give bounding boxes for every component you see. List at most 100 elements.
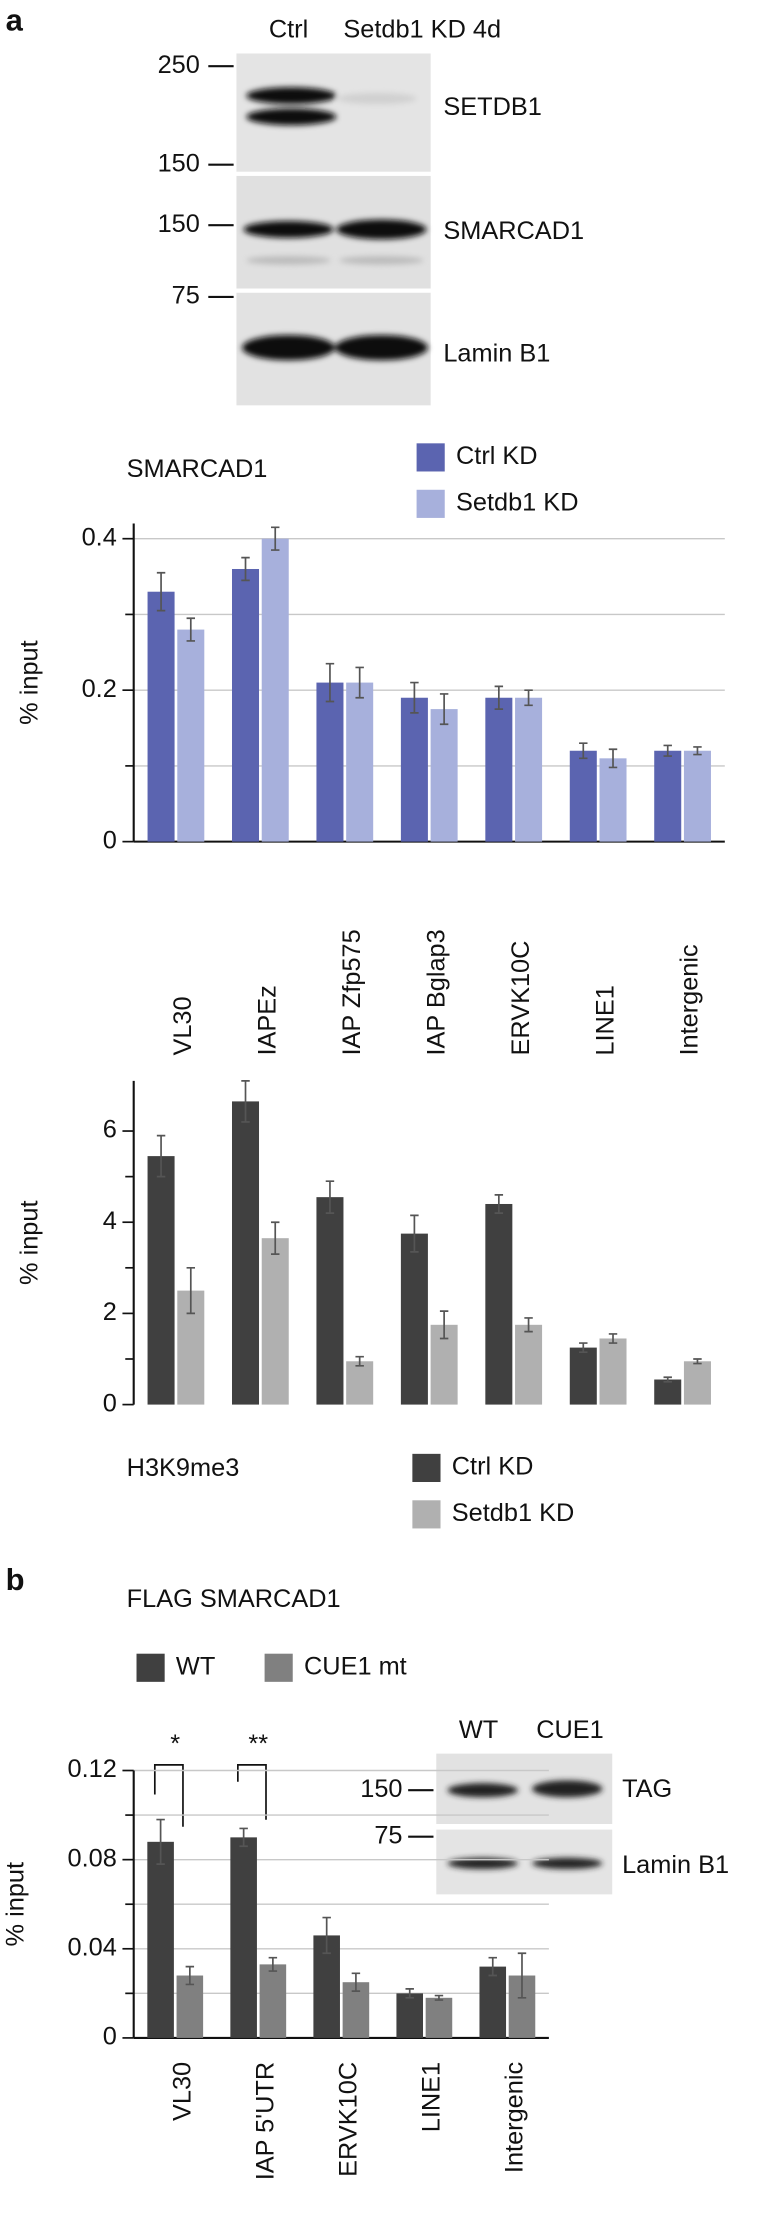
bar (599, 758, 627, 842)
legend-label: Setdb1 KD (452, 1499, 575, 1527)
significance-bracket (237, 1764, 267, 1820)
bar (515, 1324, 543, 1405)
annotation: ** (248, 1730, 268, 1758)
bar (430, 709, 458, 842)
lane-label: Setdb1 KD 4d (343, 16, 501, 44)
error-bar (524, 1317, 533, 1333)
x-tick-label: ERVK10C (334, 2062, 362, 2177)
legend-swatch (136, 1653, 165, 1682)
error-bar (156, 1134, 166, 1178)
error-bar (185, 1965, 195, 1986)
bar (346, 1361, 374, 1405)
marker-label: 150 (158, 149, 200, 177)
x-tick-label: IAPEz (254, 985, 282, 1055)
error-bar (524, 689, 533, 707)
blot-row-label: SMARCAD1 (443, 217, 584, 245)
y-tick-label: 0.04 (68, 1933, 117, 1961)
bar (599, 1338, 627, 1405)
bar (683, 750, 711, 842)
bar (400, 697, 428, 842)
legend-swatch (416, 443, 445, 472)
bar (515, 697, 543, 842)
y-tick-label: 0.4 (82, 523, 117, 551)
legend-swatch (416, 489, 445, 518)
error-bar (351, 1972, 361, 1992)
error-bar (663, 1376, 672, 1383)
bar (485, 1203, 513, 1405)
y-tick-label: 4 (103, 1207, 117, 1235)
error-bar (410, 681, 419, 714)
bar (231, 568, 260, 842)
lane-label: WT (459, 1716, 498, 1744)
bar (147, 1841, 174, 2038)
x-tick-label: IAP Bglap3 (422, 929, 450, 1055)
y-tick-label: 0.12 (68, 1755, 117, 1783)
x-tick-label: LINE1 (417, 2062, 445, 2132)
marker-label: 75 (374, 1821, 402, 1849)
marker-label: 150 (360, 1775, 402, 1803)
error-bar (322, 1916, 331, 1955)
chart-title: H3K9me3 (127, 1454, 240, 1482)
bar (259, 1964, 287, 2038)
error-bar (439, 693, 449, 726)
error-bar (488, 1956, 497, 1977)
y-tick-label: 6 (103, 1116, 117, 1144)
x-tick-label: IAP 5'UTR (251, 2062, 279, 2180)
error-bar (325, 662, 335, 703)
bar (316, 1197, 344, 1405)
legend-label: Setdb1 KD (456, 489, 578, 517)
marker-label: 250 (158, 51, 200, 79)
bar (316, 682, 344, 842)
error-bar (693, 746, 702, 756)
y-tick-label: 0 (103, 2023, 117, 2051)
blot-row-label: Lamin B1 (622, 1851, 729, 1879)
error-bar (517, 1952, 527, 1999)
y-axis-label: % input (16, 1200, 44, 1284)
bar (425, 1997, 453, 2038)
legend-label: Ctrl KD (452, 1453, 534, 1481)
bar (177, 629, 205, 842)
blot (436, 1753, 613, 1895)
y-tick-label: 0.2 (82, 675, 117, 703)
y-tick-label: 0 (103, 1389, 117, 1417)
error-bar (239, 1827, 248, 1848)
bar (147, 591, 175, 842)
bar (396, 1993, 424, 2038)
legend-swatch (412, 1453, 441, 1482)
error-bar (608, 1333, 618, 1344)
error-bar (405, 1988, 414, 1999)
marker-label: 150 (158, 210, 200, 238)
error-bar (579, 742, 588, 760)
legend-swatch (412, 1500, 441, 1529)
bar (400, 1233, 428, 1405)
chart-title: FLAG SMARCAD1 (127, 1585, 341, 1613)
error-bar (241, 1080, 250, 1123)
y-tick-label: 0 (103, 826, 117, 854)
error-bar (186, 617, 196, 642)
lane-label: CUE1 (536, 1716, 604, 1744)
bar (261, 538, 289, 842)
x-tick-label: Intergenic (501, 2062, 529, 2173)
error-bar (156, 571, 166, 612)
bar (230, 1837, 257, 2038)
bar (231, 1101, 260, 1405)
legend-label: WT (176, 1652, 215, 1680)
bar (485, 697, 513, 842)
panel-label: a (6, 3, 24, 38)
blot-row-label: TAG (622, 1775, 672, 1803)
significance-bracket (153, 1764, 184, 1827)
x-tick-label: VL30 (169, 996, 197, 1055)
x-tick-label: LINE1 (591, 985, 619, 1055)
error-bar (355, 1355, 364, 1367)
y-axis-label: % input (2, 1862, 30, 1946)
error-bar (271, 526, 280, 551)
error-bar (439, 1310, 449, 1340)
error-bar (693, 1358, 702, 1365)
lane-label: Ctrl (269, 16, 308, 44)
chart-title: SMARCAD1 (127, 455, 268, 483)
error-bar (186, 1266, 196, 1315)
error-bar (268, 1956, 278, 1972)
legend-swatch (264, 1653, 293, 1682)
blot (236, 53, 431, 406)
